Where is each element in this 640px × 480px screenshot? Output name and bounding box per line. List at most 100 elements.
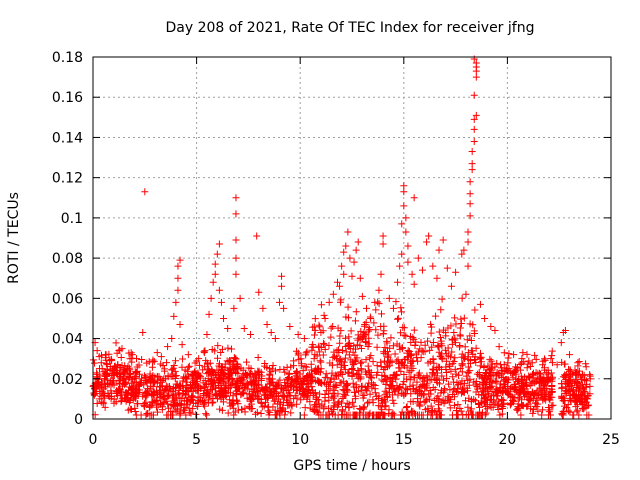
data-point (402, 228, 410, 236)
data-point (201, 347, 209, 355)
data-point (267, 329, 275, 337)
data-point (405, 348, 413, 356)
data-point (539, 406, 547, 414)
data-point (439, 326, 447, 334)
data-point (404, 353, 412, 361)
data-point (345, 351, 353, 359)
data-point (388, 381, 396, 389)
data-point (126, 405, 134, 413)
data-point (253, 232, 261, 240)
data-point (431, 371, 439, 379)
data-point (90, 390, 98, 398)
data-point (377, 363, 385, 371)
data-point (548, 359, 556, 367)
data-point (342, 242, 350, 250)
data-point (132, 394, 140, 402)
data-point (132, 372, 140, 380)
data-point (294, 376, 302, 384)
data-point (342, 313, 350, 321)
data-point (224, 344, 232, 352)
data-point (220, 314, 228, 322)
data-point (558, 410, 566, 418)
data-point (315, 348, 323, 356)
data-point (268, 375, 276, 383)
data-point (578, 405, 586, 413)
data-point (233, 377, 241, 385)
data-point (132, 411, 140, 419)
data-point (303, 348, 311, 356)
data-point (322, 380, 330, 388)
data-point (558, 392, 566, 400)
data-point (280, 304, 288, 312)
data-point (237, 364, 245, 372)
data-point (487, 357, 495, 365)
data-point (575, 357, 583, 365)
data-point (573, 371, 581, 379)
data-point (402, 214, 410, 222)
y-tick-label: 0.18 (52, 50, 83, 66)
data-point (578, 376, 586, 384)
data-point (133, 355, 141, 363)
data-point (565, 365, 573, 373)
data-point (385, 410, 393, 418)
data-point (386, 344, 394, 352)
data-point (493, 368, 501, 376)
data-point (512, 375, 520, 383)
data-point (142, 411, 150, 419)
data-point (394, 356, 402, 364)
data-point (233, 396, 241, 404)
data-point (265, 374, 273, 382)
x-tick-label: 10 (291, 432, 309, 448)
data-point (187, 395, 195, 403)
data-point (486, 383, 494, 391)
data-point (426, 346, 434, 354)
data-point (189, 405, 197, 413)
x-tick-label: 20 (498, 432, 516, 448)
data-point (213, 250, 221, 258)
data-point (580, 371, 588, 379)
data-point (416, 402, 424, 410)
data-point (344, 228, 352, 236)
data-point (328, 393, 336, 401)
data-point (226, 357, 234, 365)
data-point (174, 274, 182, 282)
data-point (455, 371, 463, 379)
data-point (398, 220, 406, 228)
data-point (248, 404, 256, 412)
data-point (480, 363, 488, 371)
data-point (586, 372, 594, 380)
data-point (374, 331, 382, 339)
data-point (254, 388, 262, 396)
data-point (460, 355, 468, 363)
data-point (345, 333, 353, 341)
data-point (365, 340, 373, 348)
data-point (170, 312, 178, 320)
data-point (418, 375, 426, 383)
data-point (451, 334, 459, 342)
data-point (182, 381, 190, 389)
data-point (548, 393, 556, 401)
data-point (335, 348, 343, 356)
data-point (476, 354, 484, 362)
data-point (481, 314, 489, 322)
data-point (337, 358, 345, 366)
data-point (472, 344, 480, 352)
data-point (271, 335, 279, 343)
data-point (211, 371, 219, 379)
data-point (366, 372, 374, 380)
y-axis-label: ROTI / TECUs (6, 192, 22, 284)
data-point (472, 73, 480, 81)
data-point (384, 351, 392, 359)
data-point (385, 384, 393, 392)
data-point (539, 394, 547, 402)
data-point (472, 378, 480, 386)
data-point (410, 374, 418, 382)
data-point (117, 391, 125, 399)
data-point (329, 353, 337, 361)
data-point (433, 395, 441, 403)
data-point (292, 387, 300, 395)
data-point (250, 380, 258, 388)
data-point (564, 379, 572, 387)
data-point (278, 282, 286, 290)
data-point (466, 375, 474, 383)
